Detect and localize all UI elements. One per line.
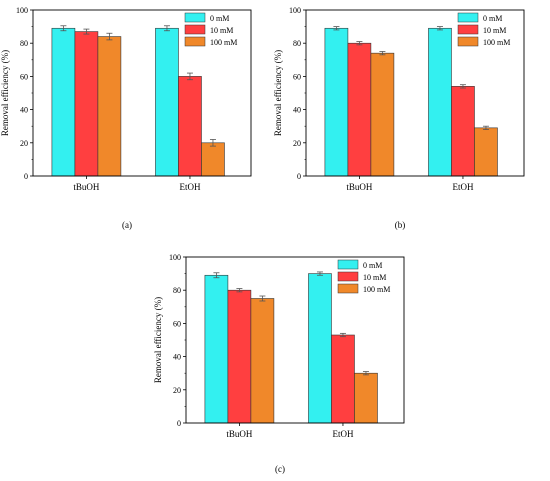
bar-tBuOH-10mM bbox=[347, 42, 372, 177]
bar-tBuOH-0mM bbox=[51, 27, 76, 177]
bar-tBuOH-100mM bbox=[370, 52, 395, 177]
chart-panel-1: tBuOH EtOH 0 20 40 60 80 100 Removal efficiency … bbox=[0, 6, 252, 230]
bar-EtOH-100mM bbox=[201, 142, 225, 177]
panel-label: (a) bbox=[122, 220, 132, 230]
y-tick-label: 80 bbox=[293, 39, 301, 48]
legend-label: 10 mM bbox=[483, 26, 506, 35]
y-tick-label: 20 bbox=[20, 139, 28, 148]
chart-panel-2: tBuOH EtOH 0 20 40 60 80 100 Removal efficiency … bbox=[273, 6, 525, 230]
panel-label: (b) bbox=[395, 220, 406, 230]
legend-swatch bbox=[184, 24, 206, 35]
bar-EtOH-10mM bbox=[331, 334, 355, 424]
legend-label: 0 mM bbox=[210, 14, 229, 23]
legend-swatch bbox=[184, 36, 206, 47]
y-tick-label: 80 bbox=[20, 39, 28, 48]
y-axis-label: Removal efficiency (%) bbox=[0, 50, 10, 136]
legend-swatch bbox=[457, 12, 479, 23]
y-tick-label: 40 bbox=[293, 106, 301, 115]
x-tick-label: tBuOH bbox=[226, 429, 253, 439]
bar-EtOH-100mM bbox=[474, 127, 498, 177]
legend-label: 10 mM bbox=[363, 273, 386, 282]
y-tick-label: 80 bbox=[173, 286, 181, 295]
y-tick-label: 100 bbox=[16, 6, 28, 15]
bar-tBuOH-10mM bbox=[74, 31, 99, 177]
x-tick-label: tBuOH bbox=[346, 182, 373, 192]
legend-label: 0 mM bbox=[363, 261, 382, 270]
y-tick-label: 100 bbox=[169, 253, 181, 262]
legend-label: 10 mM bbox=[210, 26, 233, 35]
y-tick-label: 100 bbox=[289, 6, 301, 15]
legend-swatch bbox=[337, 283, 359, 294]
legend-swatch bbox=[457, 36, 479, 47]
bar-EtOH-0mM bbox=[308, 273, 332, 424]
legend-swatch bbox=[337, 271, 359, 282]
chart-panel-3: tBuOH EtOH 0 20 40 60 80 100 Removal efficiency … bbox=[153, 253, 405, 474]
y-tick-label: 20 bbox=[173, 386, 181, 395]
legend-label: 100 mM bbox=[363, 285, 390, 294]
bar-EtOH-10mM bbox=[451, 86, 475, 177]
y-tick-label: 40 bbox=[20, 106, 28, 115]
y-tick-label: 0 bbox=[177, 419, 181, 428]
y-axis-label: Removal efficiency (%) bbox=[153, 297, 163, 383]
legend-swatch bbox=[184, 12, 206, 23]
bar-EtOH-100mM bbox=[354, 372, 378, 424]
y-tick-label: 60 bbox=[293, 72, 301, 81]
y-tick-label: 40 bbox=[173, 353, 181, 362]
y-tick-label: 0 bbox=[297, 172, 301, 181]
x-tick-label: EtOH bbox=[452, 182, 473, 192]
bar-tBuOH-10mM bbox=[227, 289, 252, 424]
panel-label: (c) bbox=[275, 464, 285, 474]
legend-label: 100 mM bbox=[483, 38, 510, 47]
x-tick-label: EtOH bbox=[332, 429, 353, 439]
y-axis-label: Removal efficiency (%) bbox=[273, 50, 283, 136]
bar-tBuOH-0mM bbox=[324, 27, 349, 177]
bar-EtOH-0mM bbox=[155, 27, 179, 177]
y-tick-label: 60 bbox=[173, 319, 181, 328]
bar-tBuOH-100mM bbox=[250, 298, 275, 424]
x-tick-label: tBuOH bbox=[73, 182, 100, 192]
bar-tBuOH-0mM bbox=[204, 274, 229, 424]
bar-EtOH-10mM bbox=[178, 76, 202, 177]
y-tick-label: 20 bbox=[293, 139, 301, 148]
bar-tBuOH-100mM bbox=[97, 36, 122, 177]
x-tick-label: EtOH bbox=[179, 182, 200, 192]
bar-EtOH-0mM bbox=[428, 27, 452, 177]
y-tick-label: 0 bbox=[24, 172, 28, 181]
y-tick-label: 60 bbox=[20, 72, 28, 81]
legend-swatch bbox=[457, 24, 479, 35]
legend-label: 0 mM bbox=[483, 14, 502, 23]
legend-label: 100 mM bbox=[210, 38, 237, 47]
legend-swatch bbox=[337, 259, 359, 270]
